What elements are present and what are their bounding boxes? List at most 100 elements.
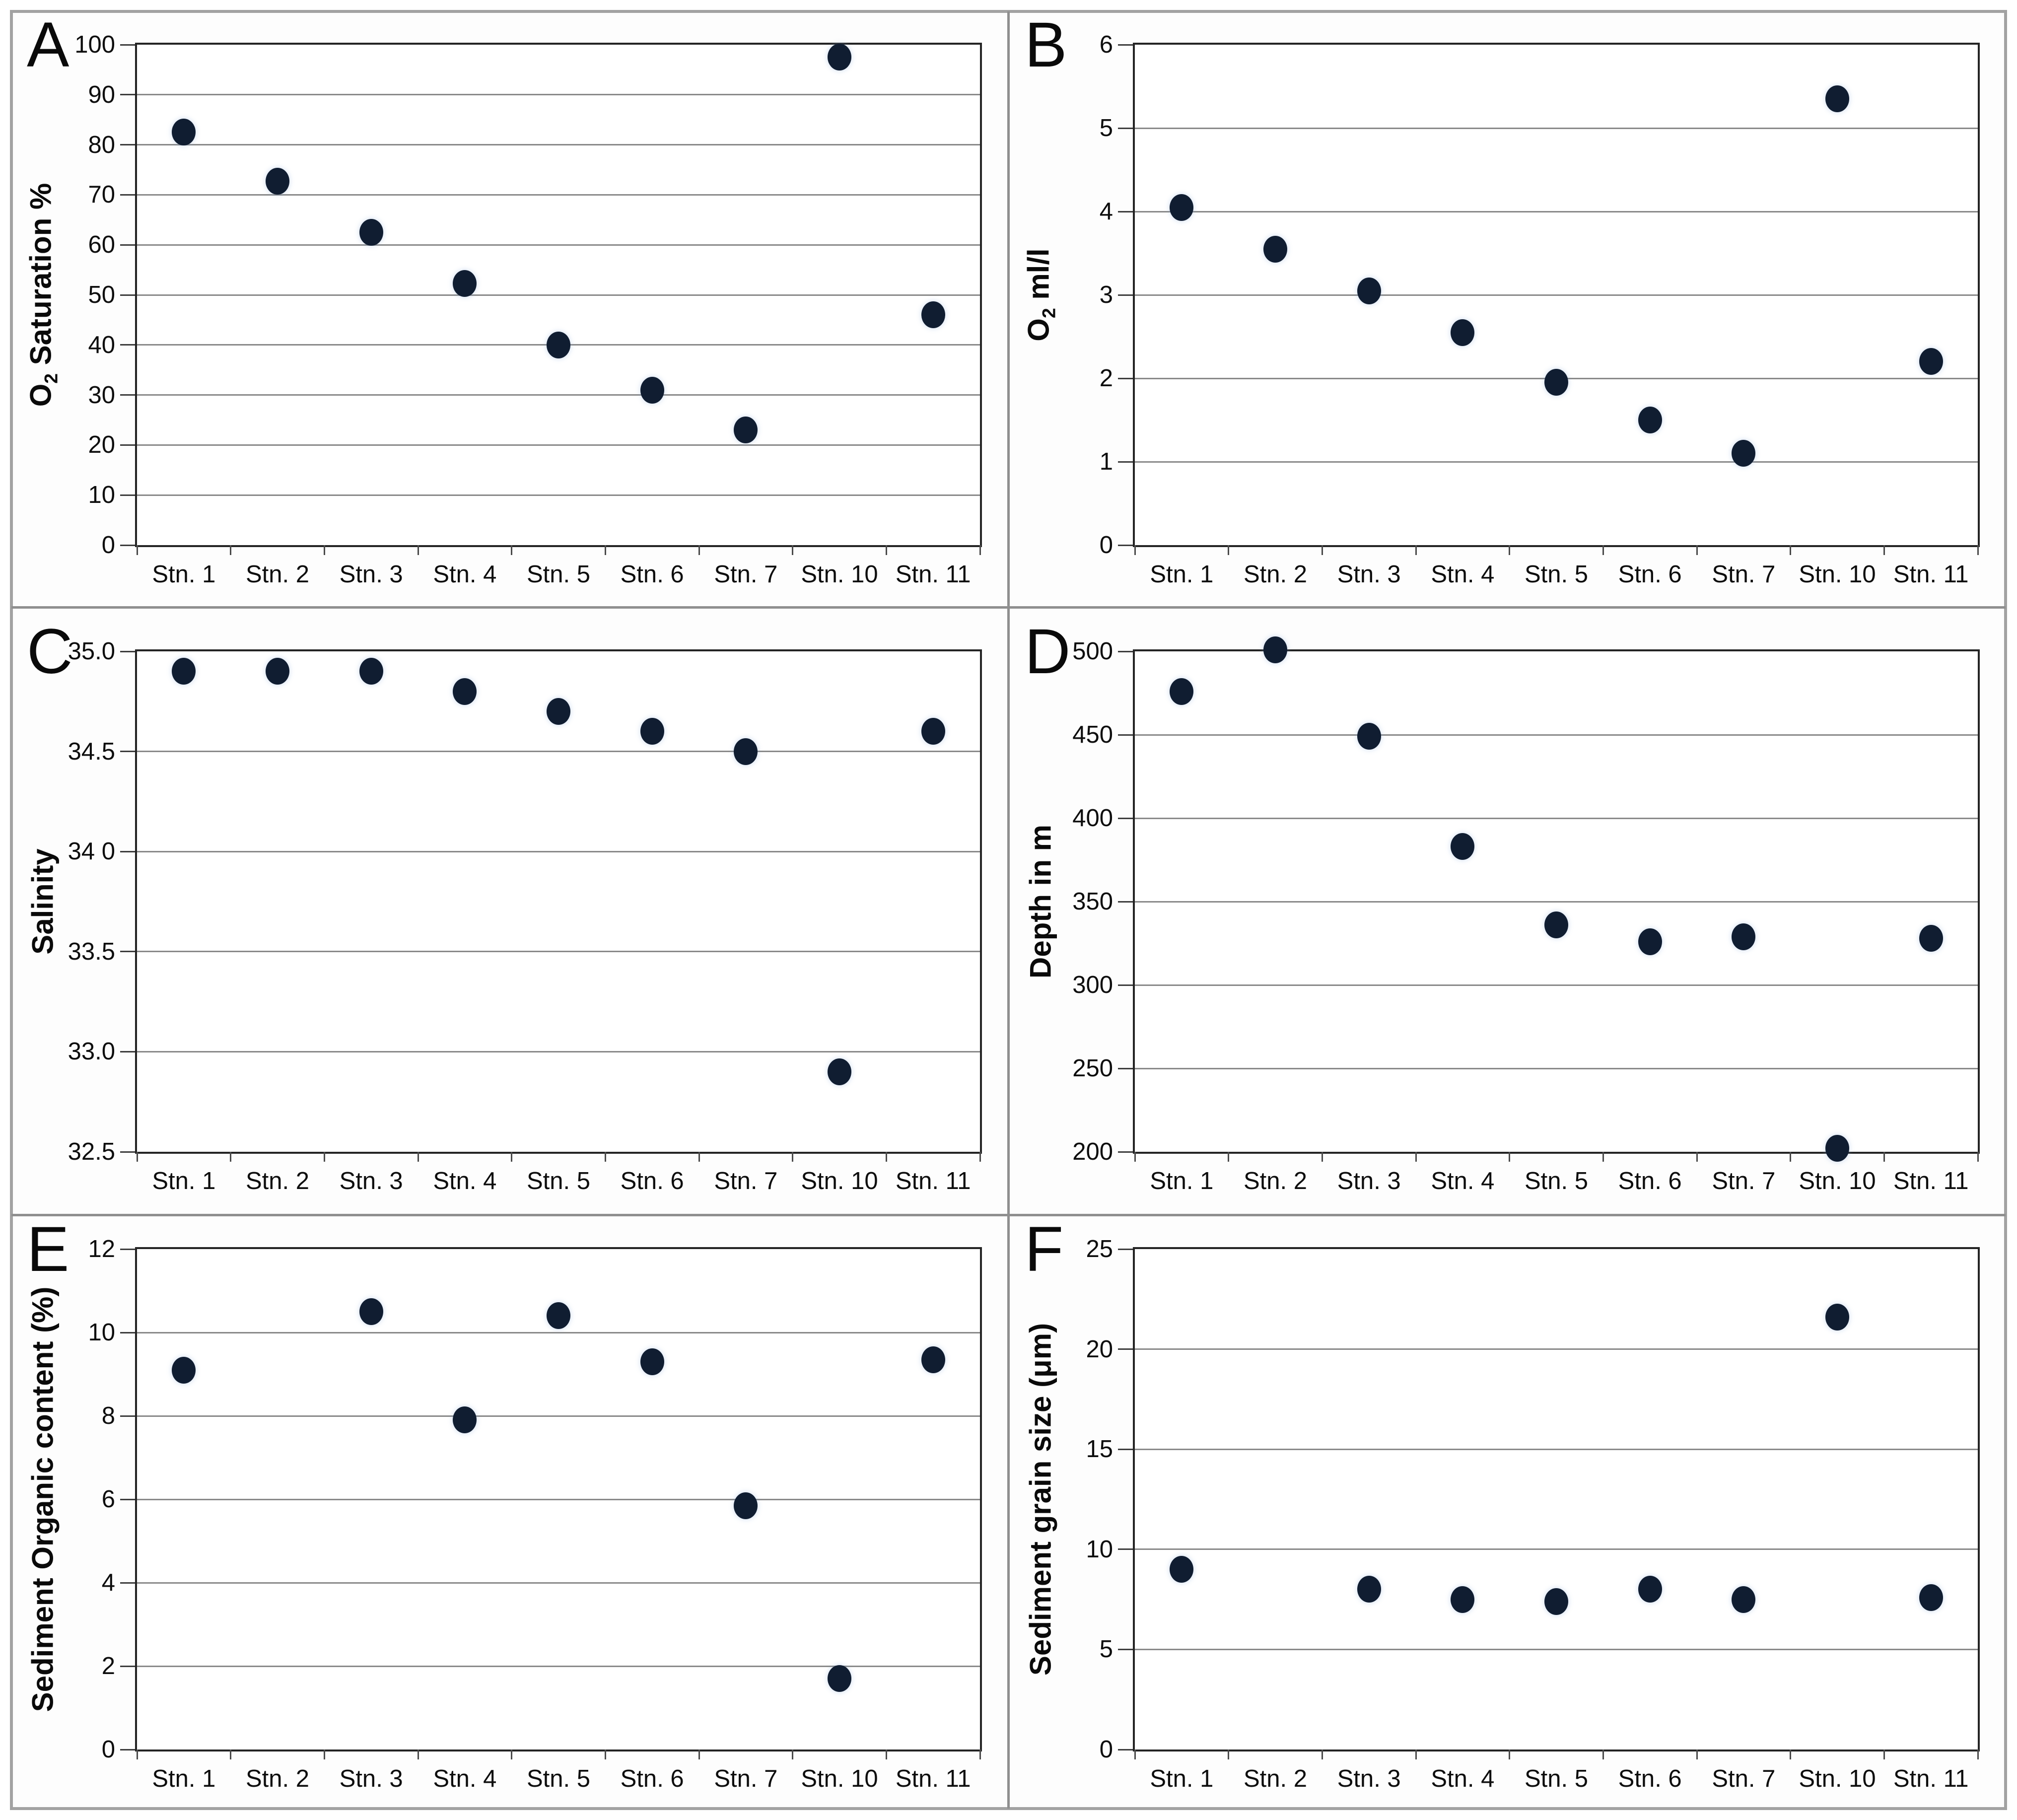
y-tick-mark xyxy=(120,751,135,753)
gridline xyxy=(137,194,980,196)
y-tick-mark xyxy=(120,294,135,296)
gridline xyxy=(137,1050,980,1052)
data-point-stn-6 xyxy=(640,718,664,745)
x-tick-mark xyxy=(1415,545,1417,555)
y-tick-label: 1 xyxy=(1099,448,1113,475)
data-point-stn-3 xyxy=(359,219,383,246)
y-tick-mark xyxy=(120,951,135,953)
data-point-stn-3 xyxy=(359,1298,383,1325)
data-point-stn-5 xyxy=(1544,1588,1568,1615)
panel-f: F Sediment grain size (μm) 0 5 10 15 20 25 Stn… xyxy=(1010,1216,2005,1808)
x-tick-mark xyxy=(1321,1750,1323,1759)
x-tick-mark xyxy=(136,1152,138,1162)
x-category-label-stn-7: Stn. 7 xyxy=(1712,561,1776,588)
x-tick-mark xyxy=(417,1750,419,1759)
data-point-stn-3 xyxy=(1357,1576,1381,1603)
data-point-stn-4 xyxy=(453,270,477,297)
y-tick-label: 12 xyxy=(88,1236,115,1262)
data-point-stn-1 xyxy=(172,1356,196,1384)
plot-area-a: 0 10 20 30 40 50 60 70 80 90 100 Stn. 1 Stn. 2 Stn. 3… xyxy=(74,31,982,588)
y-axis-title-subscript: 2 xyxy=(1038,308,1059,319)
y-tick-mark xyxy=(120,1415,135,1417)
y-tick-label: 5 xyxy=(1099,115,1113,141)
gridline xyxy=(1135,901,1978,903)
x-category-label-stn-4: Stn. 4 xyxy=(1431,1168,1495,1194)
y-tick-label: 30 xyxy=(88,381,115,409)
data-point-stn-10 xyxy=(828,44,851,71)
x-tick-mark xyxy=(323,1750,325,1759)
x-category-label-stn-11: Stn. 11 xyxy=(895,1765,971,1792)
gridline xyxy=(137,850,980,852)
x-tick-mark xyxy=(1696,1152,1698,1162)
y-axis-title-text: O xyxy=(1022,318,1055,342)
y-tick-mark xyxy=(120,144,135,146)
y-tick-label: 3 xyxy=(1099,281,1113,308)
panel-c: C Salinity 32.5 33.0 33.5 34 0 34.5 35.0 Stn. … xyxy=(12,609,1007,1214)
y-tick-mark xyxy=(120,94,135,96)
plot-area-d: 200 250 300 350 400 450 500 Stn. 1 Stn. 2 Stn. 3 S… xyxy=(1072,636,1980,1194)
x-category-label-stn-7: Stn. 7 xyxy=(1712,1168,1776,1194)
y-tick-label: 6 xyxy=(1099,31,1113,58)
y-tick-mark xyxy=(1118,1648,1133,1650)
panel-label-b: B xyxy=(1025,9,1067,80)
x-category-label-stn-3: Stn. 3 xyxy=(1337,1765,1401,1792)
x-category-label-stn-3: Stn. 3 xyxy=(1337,1168,1401,1194)
panel-label-c: C xyxy=(27,616,73,687)
gridline xyxy=(1135,1648,1978,1650)
data-point-stn-6 xyxy=(640,376,664,404)
y-tick-label: 33.0 xyxy=(68,1038,115,1065)
gridline xyxy=(1135,734,1978,736)
x-tick-mark xyxy=(885,1750,887,1759)
gridline xyxy=(137,951,980,953)
x-category-label-stn-1: Stn. 1 xyxy=(1150,561,1214,588)
x-tick-mark xyxy=(1321,545,1323,555)
y-tick-mark xyxy=(120,194,135,196)
data-point-stn-10 xyxy=(1825,85,1849,113)
y-tick-mark xyxy=(1118,1548,1133,1550)
x-category-label-stn-10: Stn. 10 xyxy=(801,1168,878,1194)
y-tick-label: 15 xyxy=(1086,1436,1113,1463)
y-axis-title-f: Sediment grain size (μm) xyxy=(1024,1323,1058,1676)
x-category-label-stn-5: Stn. 5 xyxy=(526,1168,591,1194)
data-point-stn-3 xyxy=(359,658,383,685)
gridline xyxy=(137,1498,980,1500)
column-separator xyxy=(1007,11,1010,1809)
data-point-stn-1 xyxy=(1170,194,1194,221)
data-point-stn-5 xyxy=(547,331,570,358)
x-category-label-stn-10: Stn. 10 xyxy=(1799,1168,1876,1194)
y-tick-label: 4 xyxy=(101,1569,115,1596)
data-point-stn-3 xyxy=(1357,277,1381,304)
x-tick-mark xyxy=(511,545,513,555)
x-category-label-stn-5: Stn. 5 xyxy=(1524,561,1589,588)
plot-area-b: 0 1 2 3 4 5 6 Stn. 1 Stn. 2 Stn. 3 Stn. 4 Stn. 5 Stn… xyxy=(1100,31,1980,588)
y-tick-mark xyxy=(1118,377,1133,379)
gridline xyxy=(1135,210,1978,212)
gridline xyxy=(137,494,980,496)
y-tick-label: 0 xyxy=(1099,532,1113,559)
gridline xyxy=(137,1582,980,1584)
x-category-label-stn-10: Stn. 10 xyxy=(801,561,878,588)
x-tick-mark xyxy=(1509,1750,1511,1759)
x-category-label-stn-7: Stn. 7 xyxy=(714,1168,778,1194)
gridline xyxy=(137,444,980,446)
row-separator-2 xyxy=(11,1214,2006,1216)
data-point-stn-5 xyxy=(1544,911,1568,939)
x-tick-mark xyxy=(792,545,794,555)
x-tick-mark xyxy=(1696,1750,1698,1759)
y-tick-mark xyxy=(120,544,135,546)
y-tick-label: 500 xyxy=(1072,638,1113,665)
y-tick-label: 34.5 xyxy=(68,738,115,765)
x-category-label-stn-10: Stn. 10 xyxy=(801,1765,878,1792)
y-tick-label: 0 xyxy=(1099,1736,1113,1763)
y-tick-label: 34 0 xyxy=(68,838,115,865)
panel-e: E Sediment Organic content (%) 0 2 4 6 8 10 12… xyxy=(12,1216,1007,1808)
data-point-stn-10 xyxy=(1825,1304,1849,1331)
x-category-label-stn-6: Stn. 6 xyxy=(1618,561,1682,588)
x-category-label-stn-2: Stn. 2 xyxy=(245,561,310,588)
y-tick-mark xyxy=(1118,734,1133,736)
x-tick-mark xyxy=(1509,545,1511,555)
x-tick-mark xyxy=(1883,545,1885,555)
x-tick-mark xyxy=(511,1750,513,1759)
data-point-stn-4 xyxy=(453,678,477,705)
